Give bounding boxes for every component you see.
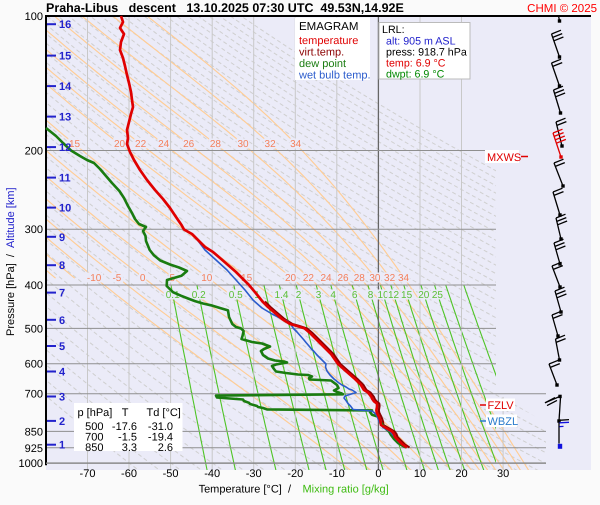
svg-text:-5: -5 xyxy=(112,273,121,284)
svg-text:30: 30 xyxy=(237,139,249,150)
svg-text:100: 100 xyxy=(25,11,43,23)
svg-text:34: 34 xyxy=(290,139,302,150)
svg-text:dwpt: 6.9 °C: dwpt: 6.9 °C xyxy=(386,69,445,81)
svg-text:850: 850 xyxy=(85,442,103,454)
svg-text:30: 30 xyxy=(497,468,509,480)
svg-text:virt.temp.: virt.temp. xyxy=(299,47,344,59)
svg-text:16: 16 xyxy=(59,19,71,31)
svg-text:700: 700 xyxy=(25,389,43,401)
svg-text:0.5: 0.5 xyxy=(229,290,243,301)
svg-text:9: 9 xyxy=(59,232,65,244)
svg-text:24: 24 xyxy=(320,273,332,284)
svg-text:26: 26 xyxy=(183,139,195,150)
svg-text:600: 600 xyxy=(25,359,43,371)
svg-text:15: 15 xyxy=(59,51,71,63)
svg-text:28: 28 xyxy=(354,273,366,284)
svg-text:-50: -50 xyxy=(163,468,179,480)
svg-text:-70: -70 xyxy=(80,468,96,480)
svg-text:Temperature [°C] /: Temperature [°C] / xyxy=(199,484,292,496)
svg-text:6: 6 xyxy=(352,290,358,301)
svg-text:6: 6 xyxy=(59,315,65,327)
svg-text:Td [°C]: Td [°C] xyxy=(147,407,181,419)
svg-text:20: 20 xyxy=(418,290,430,301)
svg-text:34: 34 xyxy=(398,273,410,284)
svg-text:p [hPa]: p [hPa] xyxy=(78,407,113,419)
svg-text:3.3: 3.3 xyxy=(122,442,137,454)
svg-text:-60: -60 xyxy=(121,468,137,480)
svg-text:T: T xyxy=(122,407,129,419)
svg-text:WBZL: WBZL xyxy=(488,416,519,428)
svg-text:MXWS: MXWS xyxy=(487,152,521,164)
svg-text:10: 10 xyxy=(59,203,71,215)
svg-text:20: 20 xyxy=(455,468,467,480)
svg-text:2: 2 xyxy=(59,416,65,428)
svg-text:15: 15 xyxy=(401,290,413,301)
svg-text:8: 8 xyxy=(59,260,65,272)
svg-text:3: 3 xyxy=(59,392,65,404)
svg-text:-10: -10 xyxy=(329,468,345,480)
svg-text:2.6: 2.6 xyxy=(158,442,173,454)
svg-text:25: 25 xyxy=(432,290,444,301)
svg-text:925: 925 xyxy=(25,443,43,455)
svg-text:-10: -10 xyxy=(87,273,102,284)
svg-text:28: 28 xyxy=(210,139,222,150)
svg-text:FZLV: FZLV xyxy=(488,400,515,412)
svg-text:-30: -30 xyxy=(246,468,262,480)
svg-text:CHMI © 2025: CHMI © 2025 xyxy=(527,3,597,15)
svg-text:500: 500 xyxy=(25,323,43,335)
svg-text:wet bulb temp.: wet bulb temp. xyxy=(298,70,371,82)
svg-text:32: 32 xyxy=(384,273,396,284)
svg-text:10: 10 xyxy=(201,273,213,284)
svg-text:0: 0 xyxy=(140,273,146,284)
svg-text:26: 26 xyxy=(337,273,349,284)
svg-text:Mixing ratio [g/kg]: Mixing ratio [g/kg] xyxy=(303,484,389,496)
svg-text:30: 30 xyxy=(369,273,381,284)
svg-text:5: 5 xyxy=(59,341,65,353)
svg-text:24: 24 xyxy=(158,139,170,150)
svg-text:22: 22 xyxy=(135,139,147,150)
svg-text:20: 20 xyxy=(285,273,297,284)
svg-text:1.4: 1.4 xyxy=(275,290,289,301)
svg-text:3: 3 xyxy=(316,290,322,301)
svg-text:2: 2 xyxy=(296,290,302,301)
svg-text:1000: 1000 xyxy=(19,458,43,470)
svg-text:Pressure [hPa] / Altitude [k: Pressure [hPa] / Altitude [km] xyxy=(5,187,17,336)
svg-text:11: 11 xyxy=(59,173,71,185)
svg-text:13: 13 xyxy=(59,112,71,124)
svg-text:4: 4 xyxy=(59,367,66,379)
svg-text:300: 300 xyxy=(25,224,43,236)
svg-text:8: 8 xyxy=(368,290,374,301)
svg-text:12: 12 xyxy=(59,142,71,154)
svg-text:400: 400 xyxy=(25,280,43,292)
svg-text:7: 7 xyxy=(59,288,65,300)
svg-text:22: 22 xyxy=(303,273,315,284)
svg-text:temperature: temperature xyxy=(299,35,358,47)
svg-text:EMAGRAM: EMAGRAM xyxy=(299,21,358,33)
svg-text:4: 4 xyxy=(330,290,336,301)
svg-text:-20: -20 xyxy=(287,468,303,480)
svg-text:32: 32 xyxy=(265,139,277,150)
svg-text:850: 850 xyxy=(25,426,43,438)
svg-text:LRL:: LRL: xyxy=(382,24,405,36)
svg-text:14: 14 xyxy=(59,81,72,93)
svg-text:200: 200 xyxy=(25,146,43,158)
svg-text:Praha-Libus descent 13.10.: Praha-Libus descent 13.10.2025 07:30 UTC… xyxy=(46,1,404,15)
svg-text:dew point: dew point xyxy=(299,58,346,70)
svg-text:12: 12 xyxy=(388,290,400,301)
svg-text:-40: -40 xyxy=(204,468,220,480)
svg-text:20: 20 xyxy=(114,139,126,150)
svg-text:1: 1 xyxy=(59,440,65,452)
svg-text:0: 0 xyxy=(375,468,381,480)
svg-text:10: 10 xyxy=(414,468,426,480)
